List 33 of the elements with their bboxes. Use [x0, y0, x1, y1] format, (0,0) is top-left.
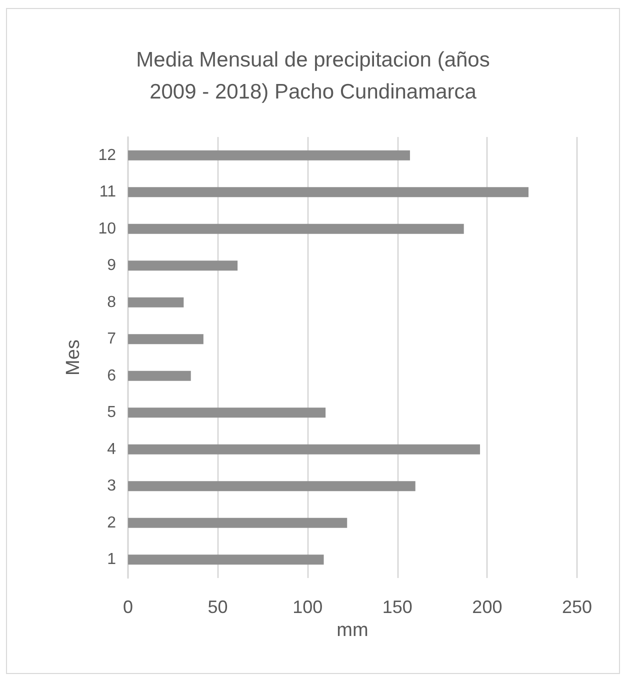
y-tick-label: 6	[107, 367, 116, 384]
x-axis-title: mm	[336, 620, 368, 641]
bar	[128, 370, 191, 381]
bar	[128, 334, 204, 344]
chart-title: Media Mensual de precipitacion (años 2009 - 2018) Pacho Cundinamarca	[136, 48, 490, 104]
x-tick-label: 100	[292, 597, 323, 617]
bar	[128, 260, 238, 271]
bar	[128, 408, 326, 418]
y-tick-label: 10	[98, 220, 116, 238]
bar	[128, 187, 529, 198]
y-tick-label: 8	[107, 294, 116, 311]
x-tick-label: 50	[208, 597, 228, 617]
y-tick-label: 3	[107, 478, 116, 495]
x-tick-label: 250	[562, 597, 592, 617]
y-tick-label: 1	[107, 551, 116, 568]
x-tick-label: 0	[122, 597, 134, 617]
y-tick-label: 11	[99, 184, 116, 201]
bar	[128, 150, 410, 160]
y-tick-label: 9	[107, 257, 116, 274]
y-axis-title: Mes	[63, 340, 84, 376]
x-tick-label: 200	[472, 597, 502, 617]
y-tick-label: 7	[107, 330, 116, 348]
bar	[128, 224, 464, 234]
y-tick-label: 4	[107, 440, 116, 458]
bar	[128, 554, 324, 565]
bar	[128, 481, 416, 492]
bar	[128, 297, 184, 308]
y-tick-label: 12	[98, 146, 116, 164]
bar	[128, 518, 348, 528]
x-tick-label: 150	[382, 597, 412, 617]
y-tick-label: 5	[107, 404, 116, 422]
y-tick-label: 2	[107, 514, 116, 532]
bar	[128, 444, 480, 454]
